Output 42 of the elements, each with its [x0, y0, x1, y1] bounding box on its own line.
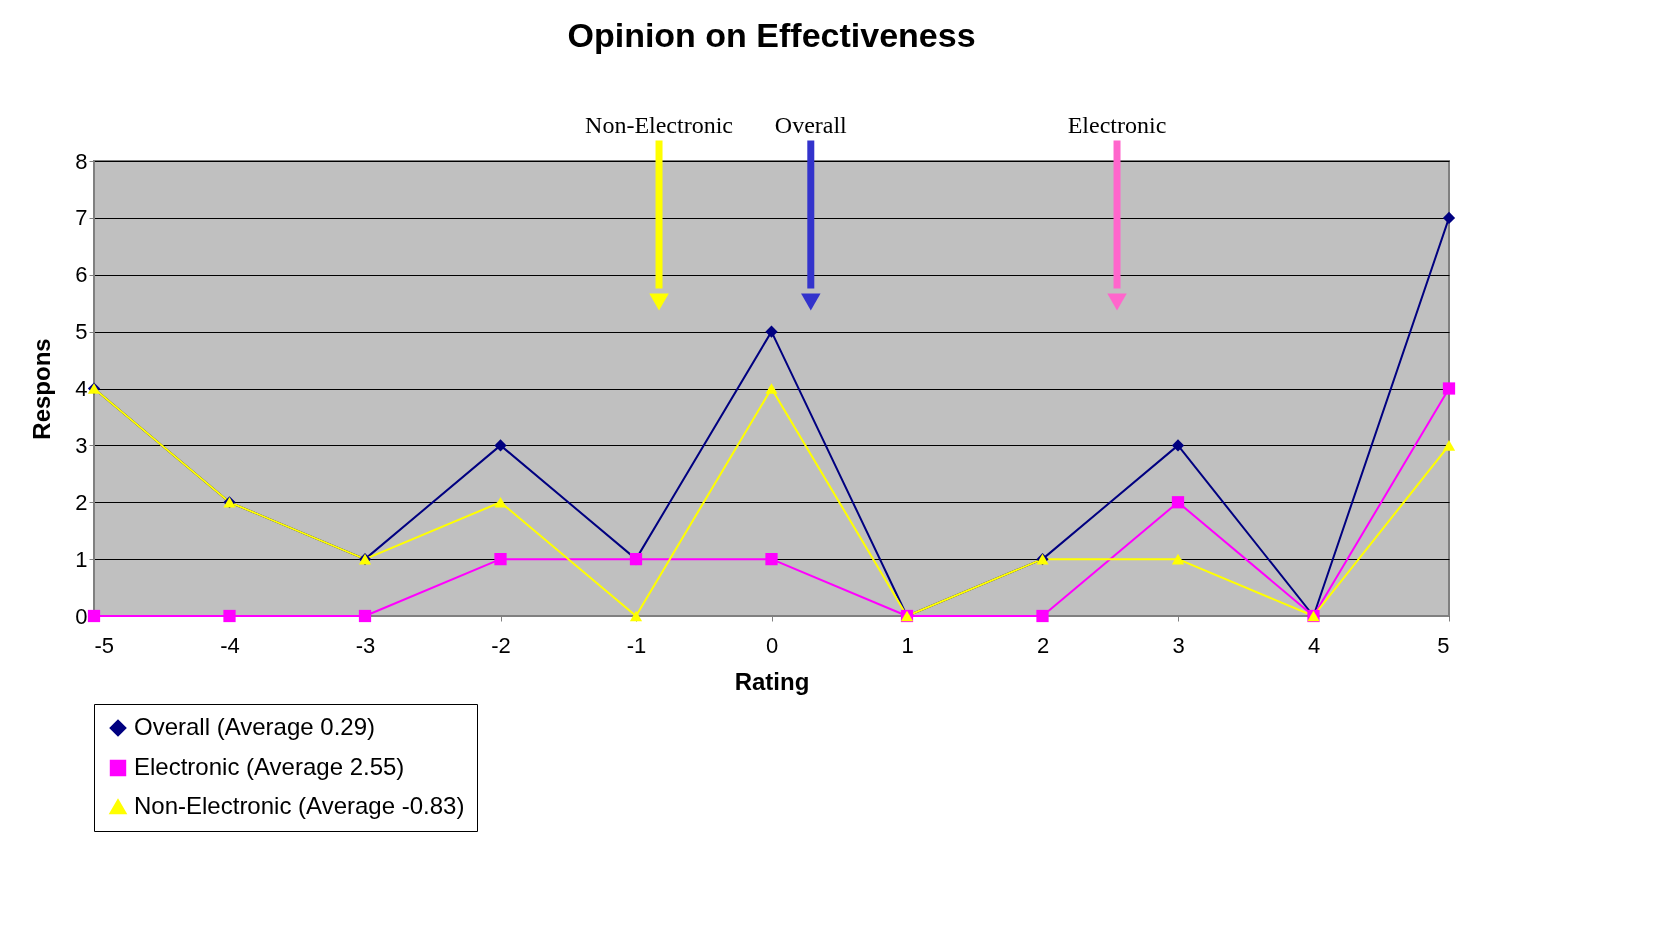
y-tick-label: 1 — [75, 546, 88, 572]
point — [494, 553, 507, 566]
x-tick-label: -1 — [626, 632, 647, 658]
point — [765, 553, 778, 566]
point — [1171, 496, 1185, 509]
y-tick-label: 0 — [75, 603, 88, 629]
point — [1442, 211, 1456, 224]
y-tick-label: 3 — [75, 432, 88, 458]
point — [1442, 440, 1456, 451]
y-tick-label: 7 — [75, 205, 88, 231]
y-axis-title: Respons — [28, 338, 56, 440]
x-tick-label: -4 — [220, 632, 240, 658]
x-tick-label: -2 — [491, 632, 511, 658]
y-tick-label: 4 — [75, 376, 88, 401]
x-tick-label: 5 — [1437, 632, 1450, 658]
legend-label: Non-Electronic (Average -0.83) — [134, 792, 465, 819]
ref-line-label: Electronic — [1067, 112, 1167, 139]
y-tick-label: 8 — [75, 148, 88, 174]
y-tick-label: 2 — [75, 489, 88, 515]
y-tick-label: 5 — [75, 319, 88, 345]
point — [1036, 609, 1049, 623]
point — [1171, 439, 1185, 452]
point — [1171, 553, 1185, 565]
x-tick-label: -5 — [94, 632, 115, 658]
legend-label: Overall (Average 0.29) — [134, 713, 376, 740]
chart-title: Opinion on Effectiveness — [567, 16, 976, 55]
point — [629, 610, 643, 622]
ref-line-label: Overall — [774, 112, 848, 139]
x-tick-label: 4 — [1307, 632, 1321, 658]
x-tick-label: 2 — [1036, 632, 1050, 658]
y-tick-label: 6 — [75, 262, 88, 288]
x-tick-label: -3 — [355, 632, 376, 658]
ref-line-label: Non-Electronic — [585, 112, 733, 139]
x-tick-label: 1 — [901, 632, 914, 658]
x-tick-label: 0 — [765, 632, 779, 658]
point — [87, 609, 101, 623]
point — [1442, 382, 1456, 395]
x-tick-label: 3 — [1172, 632, 1185, 658]
point — [358, 609, 372, 623]
x-axis-title: Rating — [734, 667, 810, 695]
point — [223, 609, 236, 623]
legend-label: Electronic (Average 2.55) — [134, 753, 405, 780]
